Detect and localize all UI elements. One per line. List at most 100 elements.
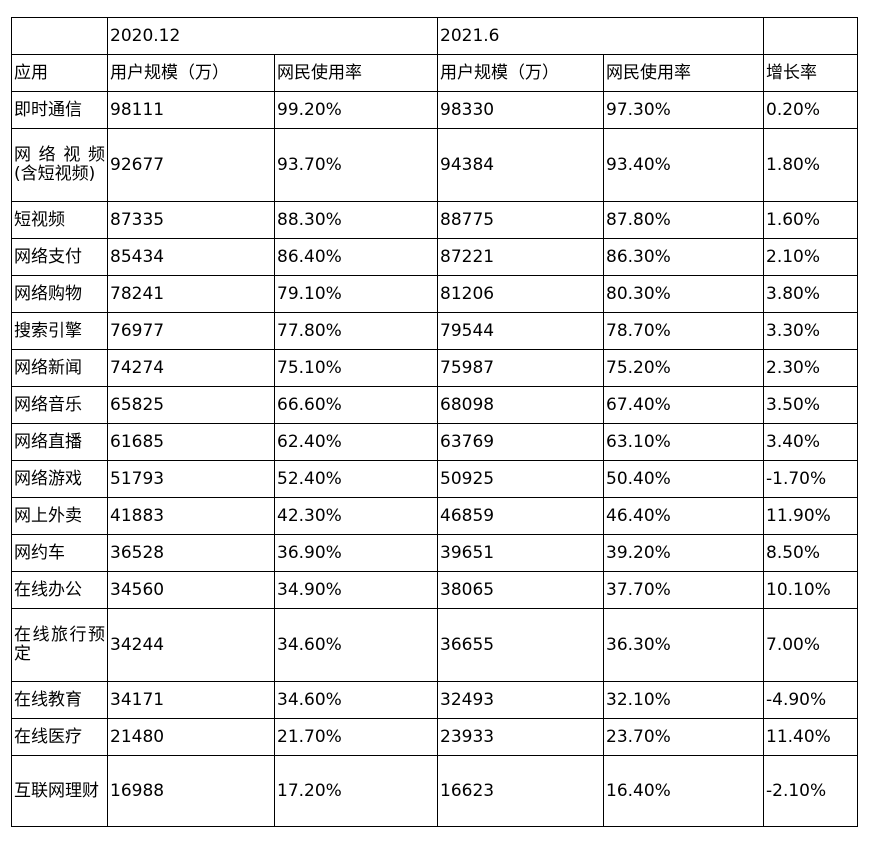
users-2020: 85434 bbox=[107, 238, 275, 276]
table-row: 搜索引擎 76977 77.80% 79544 78.70% 3.30% bbox=[11, 312, 859, 350]
users-2021: 75987 bbox=[437, 349, 604, 387]
users-2020: 51793 bbox=[107, 460, 275, 498]
app-name: 在线办公 bbox=[11, 571, 108, 609]
app-name: 网络音乐 bbox=[11, 386, 108, 424]
table-row: 互联网理财 16988 17.20% 16623 16.40% -2.10% bbox=[11, 755, 859, 827]
growth-rate: 11.40% bbox=[763, 718, 859, 756]
period-empty-cell bbox=[763, 17, 859, 55]
users-2020: 34244 bbox=[107, 608, 275, 682]
table-row: 在线办公 34560 34.90% 38065 37.70% 10.10% bbox=[11, 571, 859, 609]
app-name: 网络支付 bbox=[11, 238, 108, 276]
rate-2021: 78.70% bbox=[602, 312, 765, 350]
users-2020: 65825 bbox=[107, 386, 275, 424]
rate-2020: 34.90% bbox=[274, 571, 438, 609]
growth-rate: 3.30% bbox=[763, 312, 859, 350]
rate-2021: 80.30% bbox=[602, 275, 765, 313]
users-2020: 36528 bbox=[107, 534, 275, 572]
rate-2020: 75.10% bbox=[274, 349, 438, 387]
corner-cell bbox=[11, 17, 108, 55]
growth-rate: 3.40% bbox=[763, 423, 859, 461]
header-users-2020: 用户规模（万） bbox=[107, 54, 275, 92]
users-2020: 61685 bbox=[107, 423, 275, 461]
growth-rate: 0.20% bbox=[763, 91, 859, 129]
app-name: 网络视频(含短视频) bbox=[11, 128, 108, 202]
users-2020: 41883 bbox=[107, 497, 275, 535]
app-name: 短视频 bbox=[11, 201, 108, 239]
rate-2020: 99.20% bbox=[274, 91, 438, 129]
rate-2021: 86.30% bbox=[602, 238, 765, 276]
users-2021: 79544 bbox=[437, 312, 604, 350]
period-2020-12: 2020.12 bbox=[107, 17, 438, 55]
users-2021: 81206 bbox=[437, 275, 604, 313]
table-row: 网络购物 78241 79.10% 81206 80.30% 3.80% bbox=[11, 275, 859, 313]
table-row: 网络游戏 51793 52.40% 50925 50.40% -1.70% bbox=[11, 460, 859, 498]
users-2021: 39651 bbox=[437, 534, 604, 572]
header-rate-2021: 网民使用率 bbox=[602, 54, 765, 92]
rate-2020: 36.90% bbox=[274, 534, 438, 572]
rate-2020: 86.40% bbox=[274, 238, 438, 276]
growth-rate: -2.10% bbox=[763, 755, 859, 827]
app-name: 互联网理财 bbox=[11, 755, 108, 827]
growth-rate: 10.10% bbox=[763, 571, 859, 609]
growth-rate: -4.90% bbox=[763, 681, 859, 719]
table-row: 网络音乐 65825 66.60% 68098 67.40% 3.50% bbox=[11, 386, 859, 424]
users-2020: 34560 bbox=[107, 571, 275, 609]
growth-rate: 1.60% bbox=[763, 201, 859, 239]
users-2020: 92677 bbox=[107, 128, 275, 202]
table-row: 网络支付 85434 86.40% 87221 86.30% 2.10% bbox=[11, 238, 859, 276]
table-row: 在线教育 34171 34.60% 32493 32.10% -4.90% bbox=[11, 681, 859, 719]
users-2020: 34171 bbox=[107, 681, 275, 719]
users-2020: 74274 bbox=[107, 349, 275, 387]
rate-2020: 52.40% bbox=[274, 460, 438, 498]
rate-2021: 50.40% bbox=[602, 460, 765, 498]
rate-2021: 46.40% bbox=[602, 497, 765, 535]
growth-rate: 7.00% bbox=[763, 608, 859, 682]
period-row: 2020.12 2021.6 bbox=[11, 17, 859, 55]
rate-2020: 77.80% bbox=[274, 312, 438, 350]
users-2021: 94384 bbox=[437, 128, 604, 202]
rate-2021: 87.80% bbox=[602, 201, 765, 239]
table-row: 网上外卖 41883 42.30% 46859 46.40% 11.90% bbox=[11, 497, 859, 535]
rate-2020: 34.60% bbox=[274, 608, 438, 682]
rate-2020: 88.30% bbox=[274, 201, 438, 239]
header-users-2021: 用户规模（万） bbox=[437, 54, 604, 92]
rate-2021: 37.70% bbox=[602, 571, 765, 609]
rate-2020: 34.60% bbox=[274, 681, 438, 719]
table-row: 网络新闻 74274 75.10% 75987 75.20% 2.30% bbox=[11, 349, 859, 387]
app-name: 即时通信 bbox=[11, 91, 108, 129]
header-app: 应用 bbox=[11, 54, 108, 92]
users-2021: 63769 bbox=[437, 423, 604, 461]
rate-2021: 36.30% bbox=[602, 608, 765, 682]
app-name: 网络购物 bbox=[11, 275, 108, 313]
users-2021: 36655 bbox=[437, 608, 604, 682]
app-name: 网约车 bbox=[11, 534, 108, 572]
users-2021: 68098 bbox=[437, 386, 604, 424]
rate-2020: 66.60% bbox=[274, 386, 438, 424]
users-2021: 88775 bbox=[437, 201, 604, 239]
rate-2021: 93.40% bbox=[602, 128, 765, 202]
rate-2020: 79.10% bbox=[274, 275, 438, 313]
rate-2021: 16.40% bbox=[602, 755, 765, 827]
app-name: 网络直播 bbox=[11, 423, 108, 461]
rate-2020: 42.30% bbox=[274, 497, 438, 535]
users-2020: 21480 bbox=[107, 718, 275, 756]
rate-2020: 21.70% bbox=[274, 718, 438, 756]
rate-2021: 63.10% bbox=[602, 423, 765, 461]
growth-rate: 3.50% bbox=[763, 386, 859, 424]
rate-2021: 32.10% bbox=[602, 681, 765, 719]
users-2020: 98111 bbox=[107, 91, 275, 129]
users-2021: 16623 bbox=[437, 755, 604, 827]
header-row: 应用 用户规模（万） 网民使用率 用户规模（万） 网民使用率 增长率 bbox=[11, 54, 859, 92]
data-table: 2020.12 2021.6 应用 用户规模（万） 网民使用率 用户规模（万） … bbox=[11, 17, 859, 827]
rate-2020: 17.20% bbox=[274, 755, 438, 827]
users-2021: 46859 bbox=[437, 497, 604, 535]
rate-2021: 39.20% bbox=[602, 534, 765, 572]
table-row: 在线旅行预定 34244 34.60% 36655 36.30% 7.00% bbox=[11, 608, 859, 682]
rate-2021: 23.70% bbox=[602, 718, 765, 756]
table-row: 在线医疗 21480 21.70% 23933 23.70% 11.40% bbox=[11, 718, 859, 756]
rate-2021: 75.20% bbox=[602, 349, 765, 387]
rate-2020: 62.40% bbox=[274, 423, 438, 461]
table-row: 网络视频(含短视频) 92677 93.70% 94384 93.40% 1.8… bbox=[11, 128, 859, 202]
header-rate-2020: 网民使用率 bbox=[274, 54, 438, 92]
users-2020: 76977 bbox=[107, 312, 275, 350]
